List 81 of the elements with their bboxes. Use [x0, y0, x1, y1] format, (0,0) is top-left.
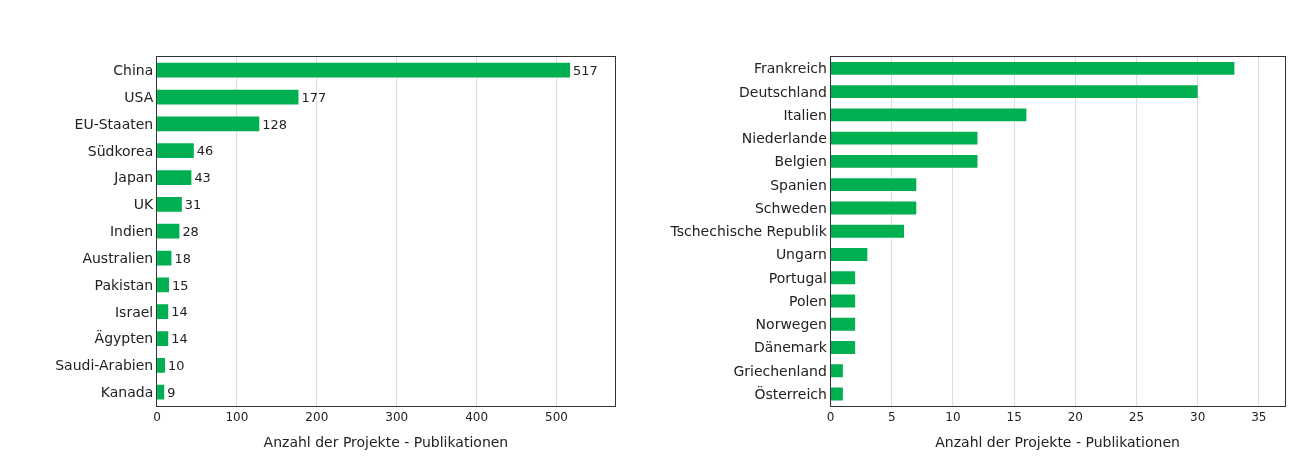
x-tick-label: 300 — [385, 410, 409, 425]
y-tick-label: EU-Staaten — [74, 115, 154, 132]
bar — [830, 62, 1235, 75]
y-tick-label: Australien — [82, 249, 154, 266]
x-tick-label: 400 — [465, 410, 489, 425]
y-tick-label: Norwegen — [755, 316, 827, 333]
bar — [830, 294, 856, 308]
data-label: 31 — [184, 197, 202, 213]
bar — [157, 143, 194, 159]
bar — [157, 116, 260, 132]
y-tick-label: China — [113, 62, 154, 79]
y-tick-label: Belgien — [774, 153, 827, 170]
y-tick-label: Griechenland — [733, 362, 827, 379]
bar — [830, 178, 917, 192]
data-label: 128 — [262, 116, 287, 132]
data-label: 9 — [167, 384, 176, 400]
x-tick-label: 200 — [305, 410, 329, 425]
data-label: 14 — [171, 331, 188, 347]
data-label: 15 — [172, 277, 189, 293]
bar — [830, 131, 978, 145]
bar — [830, 364, 843, 378]
y-tick-label: UK — [133, 196, 155, 213]
y-tick-label: Indien — [109, 223, 154, 240]
y-tick-label: USA — [124, 88, 154, 105]
data-label: 517 — [573, 62, 598, 78]
bar — [157, 170, 192, 185]
x-tick-label: 0 — [826, 410, 835, 425]
bar — [830, 248, 868, 261]
y-tick-label: Spanien — [770, 176, 827, 193]
y-tick-label: Tschechische Republik — [669, 223, 828, 240]
y-tick-label: Japan — [113, 169, 154, 186]
x-tick-label: 35 — [1251, 410, 1267, 425]
x-tick-label: 500 — [545, 410, 568, 425]
bar — [830, 155, 978, 168]
x-tick-label: 20 — [1067, 410, 1083, 425]
x-tick-label: 25 — [1128, 410, 1145, 425]
bar — [830, 85, 1198, 99]
bar — [157, 331, 169, 346]
bar — [157, 223, 180, 239]
data-label: 18 — [174, 250, 191, 266]
bar — [830, 317, 856, 331]
bar — [157, 197, 182, 212]
bar — [157, 304, 169, 320]
x-tick-label: 15 — [1006, 410, 1022, 425]
y-tick-label: Israel — [114, 303, 154, 320]
x-tick-label: 5 — [888, 410, 896, 425]
y-tick-label: Schweden — [754, 199, 827, 216]
y-tick-label: Saudi-Arabien — [55, 357, 154, 374]
x-tick-label: 100 — [225, 410, 249, 425]
data-label: 28 — [182, 223, 199, 239]
data-label: 177 — [301, 89, 327, 105]
y-tick-label: Pakistan — [94, 276, 154, 293]
bar — [157, 62, 571, 78]
data-label: 10 — [168, 358, 185, 373]
y-tick-label: Niederlande — [741, 130, 827, 147]
x-tick-label: 30 — [1190, 410, 1206, 425]
y-tick-label: Südkorea — [87, 142, 154, 159]
data-label: 46 — [196, 143, 214, 159]
bar — [830, 108, 1027, 122]
y-tick-label: Polen — [788, 292, 827, 309]
bar — [830, 387, 843, 401]
y-tick-label: Kanada — [100, 384, 154, 401]
bar — [830, 224, 905, 238]
bar — [830, 201, 917, 215]
data-label: 43 — [194, 170, 211, 186]
y-tick-label: Ägypten — [94, 329, 154, 347]
y-tick-label: Ungarn — [775, 246, 827, 263]
x-axis-title: Anzahl der Projekte - Publikationen — [935, 434, 1180, 451]
y-tick-label: Portugal — [768, 269, 827, 286]
y-tick-label: Österreich — [754, 384, 827, 402]
bar — [830, 271, 856, 285]
y-tick-label: Frankreich — [753, 60, 827, 77]
data-label: 14 — [171, 304, 188, 320]
y-tick-label: Dänemark — [753, 339, 828, 356]
bar — [157, 89, 299, 105]
y-tick-label: Deutschland — [739, 83, 827, 100]
x-axis-title: Anzahl der Projekte - Publikationen — [263, 434, 509, 451]
x-tick-label: 0 — [153, 410, 161, 425]
x-tick-label: 10 — [945, 410, 961, 425]
bar — [830, 341, 856, 354]
y-tick-label: Italien — [783, 106, 827, 123]
